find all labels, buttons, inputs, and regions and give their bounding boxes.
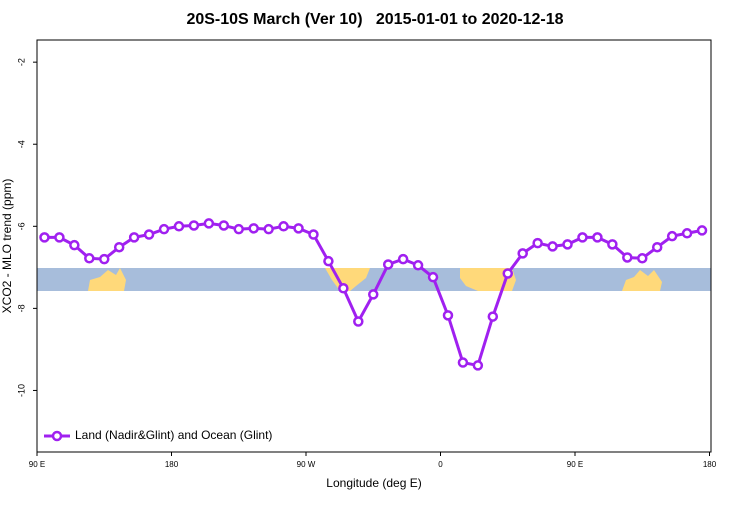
point	[158, 223, 170, 235]
y-tick-label: -2	[16, 58, 26, 66]
point	[188, 220, 200, 231]
point	[278, 221, 289, 232]
point	[84, 253, 95, 264]
point	[353, 316, 364, 327]
point	[592, 232, 603, 243]
point	[651, 241, 663, 253]
point	[472, 360, 484, 371]
point	[143, 229, 155, 240]
point	[69, 239, 80, 251]
y-axis-label: XCO2 - MLO trend (ppm)	[0, 179, 14, 314]
x-axis-label: Longitude (deg E)	[326, 476, 421, 490]
point	[113, 241, 125, 253]
map-strip	[37, 268, 711, 291]
point	[248, 223, 259, 234]
legend-label: Land (Nadir&Glint) and Ocean (Glint)	[75, 428, 272, 442]
point	[99, 253, 110, 265]
point	[577, 232, 588, 243]
legend-marker	[51, 430, 63, 442]
plot-frame	[36, 39, 712, 453]
point	[323, 255, 334, 267]
x-tick-label: 180	[165, 460, 179, 469]
x-tick-label: 0	[438, 460, 443, 469]
point	[547, 241, 558, 252]
chart-title: 20S-10S March (Ver 10) 2015-01-01 to 202…	[186, 11, 563, 28]
x-tick-label: 90 E	[29, 460, 45, 469]
point	[263, 223, 274, 235]
x-tick-label: 180	[703, 460, 717, 469]
point	[487, 311, 499, 322]
y-tick-label: -10	[16, 384, 26, 397]
point	[666, 230, 678, 242]
point	[442, 310, 454, 321]
y-tick-label: -6	[16, 222, 26, 230]
y-tick-label: -4	[16, 140, 26, 148]
point	[338, 283, 349, 294]
point	[681, 228, 693, 239]
point	[607, 239, 618, 250]
point	[696, 225, 708, 236]
point	[308, 229, 319, 240]
y-tick-label: -8	[16, 304, 26, 312]
point	[532, 237, 543, 249]
x-tick-label: 90 W	[297, 460, 316, 469]
point	[368, 289, 379, 300]
point	[457, 357, 469, 368]
point	[293, 223, 304, 234]
point	[218, 220, 230, 231]
point	[39, 232, 50, 243]
point	[397, 253, 409, 265]
point	[622, 252, 633, 263]
point	[128, 232, 140, 243]
point	[173, 221, 185, 232]
point	[54, 232, 65, 243]
point	[427, 271, 439, 283]
point	[637, 253, 648, 264]
point	[502, 268, 514, 279]
point	[517, 248, 528, 259]
x-tick-label: 90 E	[567, 460, 583, 469]
point	[203, 218, 215, 229]
point	[562, 239, 573, 250]
point	[412, 260, 424, 271]
point	[233, 223, 245, 235]
point	[382, 259, 394, 270]
